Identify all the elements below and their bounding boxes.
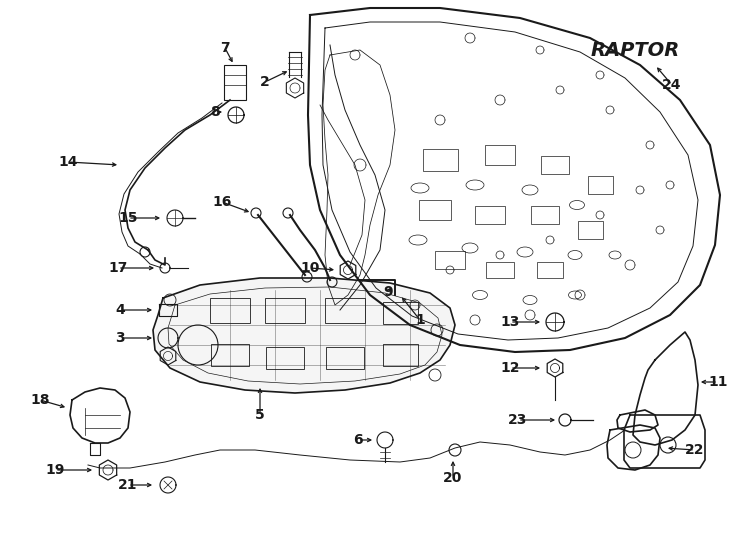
Bar [326,347,364,369]
Text: 11: 11 [708,375,727,389]
Text: RAPTOR: RAPTOR [592,40,680,59]
Bar [266,347,304,369]
Text: 10: 10 [300,261,320,275]
Bar [475,206,505,224]
Text: 8: 8 [210,105,220,119]
Bar [541,156,569,174]
Bar [423,149,457,171]
Text: 1: 1 [415,313,425,327]
Text: 20: 20 [443,471,462,485]
Bar [486,262,514,278]
Bar [531,206,559,224]
Bar [265,298,305,322]
Text: 16: 16 [212,195,232,209]
Bar [211,344,249,366]
Bar [578,221,603,239]
Text: 21: 21 [118,478,138,492]
Text: 4: 4 [115,303,125,317]
Polygon shape [153,278,455,393]
Bar [210,298,250,322]
Bar [325,298,365,322]
Bar [587,176,612,194]
Text: 14: 14 [58,155,78,169]
Text: 19: 19 [46,463,65,477]
Bar [485,145,515,165]
Text: RAPTOR: RAPTOR [590,39,680,58]
Text: 24: 24 [662,78,682,92]
Text: 6: 6 [353,433,363,447]
Text: 7: 7 [220,41,230,55]
Bar [382,302,418,324]
Text: 22: 22 [686,443,705,457]
Text: 23: 23 [509,413,528,427]
Bar [419,200,451,220]
Text: 12: 12 [501,361,520,375]
Text: 17: 17 [109,261,128,275]
Text: 15: 15 [118,211,138,225]
Text: RAPTOR: RAPTOR [590,42,680,60]
Text: RAPTOR: RAPTOR [589,40,679,59]
Text: 3: 3 [115,331,125,345]
Bar [537,262,563,278]
Bar [224,65,246,100]
Bar [382,344,418,366]
Text: 13: 13 [501,315,520,329]
Text: RAPTOR: RAPTOR [590,40,680,59]
Text: 2: 2 [260,75,270,89]
Text: 5: 5 [255,408,265,422]
Bar [435,251,465,269]
Text: 18: 18 [30,393,50,407]
Text: 9: 9 [383,285,393,299]
